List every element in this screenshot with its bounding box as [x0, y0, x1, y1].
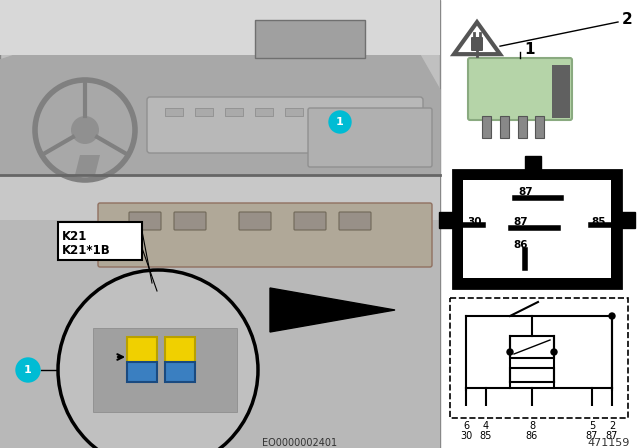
FancyBboxPatch shape	[439, 212, 453, 228]
Circle shape	[71, 116, 99, 144]
FancyBboxPatch shape	[450, 298, 628, 418]
Polygon shape	[75, 155, 100, 175]
FancyBboxPatch shape	[482, 116, 491, 138]
FancyBboxPatch shape	[127, 362, 157, 382]
Text: 1: 1	[336, 117, 344, 127]
Text: 8: 8	[529, 421, 535, 431]
FancyBboxPatch shape	[0, 175, 440, 448]
Text: 30: 30	[467, 217, 481, 227]
FancyBboxPatch shape	[308, 108, 432, 167]
Text: 1: 1	[524, 43, 534, 57]
FancyBboxPatch shape	[510, 368, 554, 382]
Text: 85: 85	[591, 217, 605, 227]
Circle shape	[609, 313, 615, 319]
FancyBboxPatch shape	[0, 0, 440, 175]
Polygon shape	[454, 22, 500, 54]
FancyBboxPatch shape	[339, 212, 371, 230]
FancyBboxPatch shape	[445, 0, 640, 448]
FancyBboxPatch shape	[195, 108, 213, 116]
FancyBboxPatch shape	[165, 108, 183, 116]
FancyBboxPatch shape	[510, 336, 554, 358]
FancyBboxPatch shape	[0, 0, 440, 55]
Circle shape	[482, 407, 490, 415]
Text: 86: 86	[513, 240, 527, 250]
Text: 4: 4	[483, 421, 489, 431]
FancyBboxPatch shape	[127, 337, 157, 363]
Text: 87: 87	[586, 431, 598, 441]
Text: 471159: 471159	[588, 438, 630, 448]
FancyBboxPatch shape	[255, 20, 365, 58]
Circle shape	[462, 407, 470, 415]
Circle shape	[329, 111, 351, 133]
Circle shape	[528, 407, 536, 415]
Circle shape	[608, 407, 616, 415]
FancyBboxPatch shape	[225, 108, 243, 116]
FancyBboxPatch shape	[285, 108, 303, 116]
Text: 85: 85	[480, 431, 492, 441]
Circle shape	[507, 349, 513, 355]
FancyBboxPatch shape	[0, 175, 440, 220]
FancyBboxPatch shape	[58, 222, 142, 260]
Text: 87: 87	[606, 431, 618, 441]
FancyBboxPatch shape	[129, 212, 161, 230]
FancyBboxPatch shape	[518, 116, 527, 138]
FancyBboxPatch shape	[98, 203, 432, 267]
Text: 1: 1	[24, 365, 32, 375]
Text: 2: 2	[609, 421, 615, 431]
FancyBboxPatch shape	[165, 362, 195, 382]
Text: 86: 86	[526, 431, 538, 441]
FancyBboxPatch shape	[471, 37, 483, 51]
Text: EO0000002401: EO0000002401	[262, 438, 337, 448]
Text: K21: K21	[62, 231, 88, 244]
Polygon shape	[0, 50, 440, 175]
FancyBboxPatch shape	[500, 116, 509, 138]
FancyBboxPatch shape	[93, 328, 237, 412]
FancyBboxPatch shape	[468, 58, 572, 120]
FancyBboxPatch shape	[294, 212, 326, 230]
Circle shape	[58, 270, 258, 448]
FancyBboxPatch shape	[453, 170, 621, 288]
FancyBboxPatch shape	[525, 156, 541, 170]
FancyBboxPatch shape	[174, 212, 206, 230]
Text: K21*1B: K21*1B	[62, 245, 111, 258]
Text: 2: 2	[621, 13, 632, 27]
Text: 30: 30	[460, 431, 472, 441]
Text: 5: 5	[589, 421, 595, 431]
FancyBboxPatch shape	[0, 175, 440, 448]
FancyBboxPatch shape	[621, 212, 635, 228]
Circle shape	[588, 407, 596, 415]
FancyBboxPatch shape	[552, 65, 570, 118]
FancyBboxPatch shape	[535, 116, 544, 138]
FancyBboxPatch shape	[255, 108, 273, 116]
Circle shape	[16, 358, 40, 382]
Circle shape	[551, 349, 557, 355]
Polygon shape	[270, 288, 395, 332]
Text: 87: 87	[513, 217, 527, 227]
FancyBboxPatch shape	[463, 180, 611, 278]
Text: 87: 87	[518, 187, 532, 197]
FancyBboxPatch shape	[239, 212, 271, 230]
FancyBboxPatch shape	[147, 97, 423, 153]
FancyBboxPatch shape	[165, 337, 195, 363]
Text: 6: 6	[463, 421, 469, 431]
